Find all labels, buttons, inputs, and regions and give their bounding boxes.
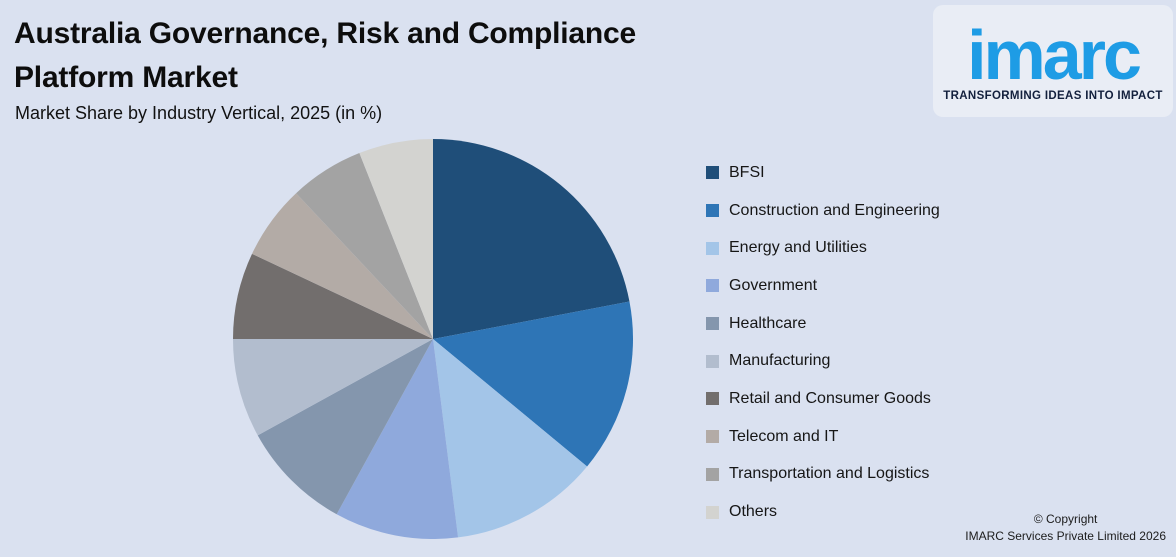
pie-slice-government bbox=[336, 339, 459, 539]
pie-slice-healthcare bbox=[257, 339, 433, 515]
legend-item: Telecom and IT bbox=[706, 418, 940, 456]
copyright-line-2: IMARC Services Private Limited 2026 bbox=[965, 529, 1166, 543]
legend-label: Energy and Utilities bbox=[729, 239, 867, 257]
legend-item: Transportation and Logistics bbox=[706, 456, 940, 494]
pie-slice-transportation-and-logistics bbox=[296, 153, 433, 339]
legend-item: Others bbox=[706, 493, 940, 531]
pie-chart bbox=[233, 139, 633, 539]
legend-item: BFSI bbox=[706, 154, 940, 192]
copyright-notice: © Copyright IMARC Services Private Limit… bbox=[965, 511, 1166, 545]
pie-slice-bfsi bbox=[433, 139, 630, 339]
legend-swatch bbox=[706, 392, 719, 406]
legend-label: Transportation and Logistics bbox=[729, 465, 930, 483]
legend-swatch bbox=[706, 505, 719, 519]
legend-label: Government bbox=[729, 276, 818, 294]
legend-item: Government bbox=[706, 267, 940, 305]
page-title-line-1: Australia Governance, Risk and Complianc… bbox=[14, 17, 637, 50]
legend-item: Energy and Utilities bbox=[706, 229, 940, 267]
imarc-logo: imarc TRANSFORMING IDEAS INTO IMPACT bbox=[933, 5, 1173, 117]
pie-slice-retail-and-consumer-goods bbox=[233, 253, 433, 339]
legend-swatch bbox=[706, 279, 719, 293]
legend-swatch bbox=[706, 354, 719, 368]
legend-item: Retail and Consumer Goods bbox=[706, 380, 940, 418]
legend-swatch bbox=[706, 317, 719, 331]
legend-item: Healthcare bbox=[706, 305, 940, 343]
pie-slice-others bbox=[359, 139, 433, 339]
pie-slice-manufacturing bbox=[233, 339, 433, 436]
legend-swatch bbox=[706, 166, 719, 180]
imarc-wordmark: imarc bbox=[967, 15, 1142, 94]
page-title-line-2: Platform Market bbox=[14, 61, 238, 94]
page-title: Australia Governance, Risk and Complianc… bbox=[14, 12, 636, 100]
legend-label: Telecom and IT bbox=[729, 427, 839, 445]
pie-slice-construction-and-engineering bbox=[433, 301, 633, 467]
legend-label: BFSI bbox=[729, 163, 765, 181]
legend-label: Retail and Consumer Goods bbox=[729, 389, 931, 407]
pie-slice-energy-and-utilities bbox=[433, 339, 588, 538]
legend-label: Healthcare bbox=[729, 314, 807, 332]
imarc-tagline: TRANSFORMING IDEAS INTO IMPACT bbox=[943, 89, 1163, 102]
chart-subtitle: Market Share by Industry Vertical, 2025 … bbox=[15, 103, 383, 123]
pie-slice-telecom-and-it bbox=[252, 193, 433, 339]
legend-item: Manufacturing bbox=[706, 342, 940, 380]
legend-swatch bbox=[706, 241, 719, 255]
copyright-line-1: © Copyright bbox=[1033, 512, 1098, 526]
legend-swatch bbox=[706, 204, 719, 218]
legend-swatch bbox=[706, 467, 719, 481]
legend-label: Construction and Engineering bbox=[729, 201, 940, 219]
legend-label: Manufacturing bbox=[729, 352, 831, 370]
chart-legend: BFSI Construction and Engineering Energy a… bbox=[706, 154, 940, 531]
legend-swatch bbox=[706, 430, 719, 444]
legend-label: Others bbox=[729, 503, 778, 521]
legend-item: Construction and Engineering bbox=[706, 192, 940, 230]
